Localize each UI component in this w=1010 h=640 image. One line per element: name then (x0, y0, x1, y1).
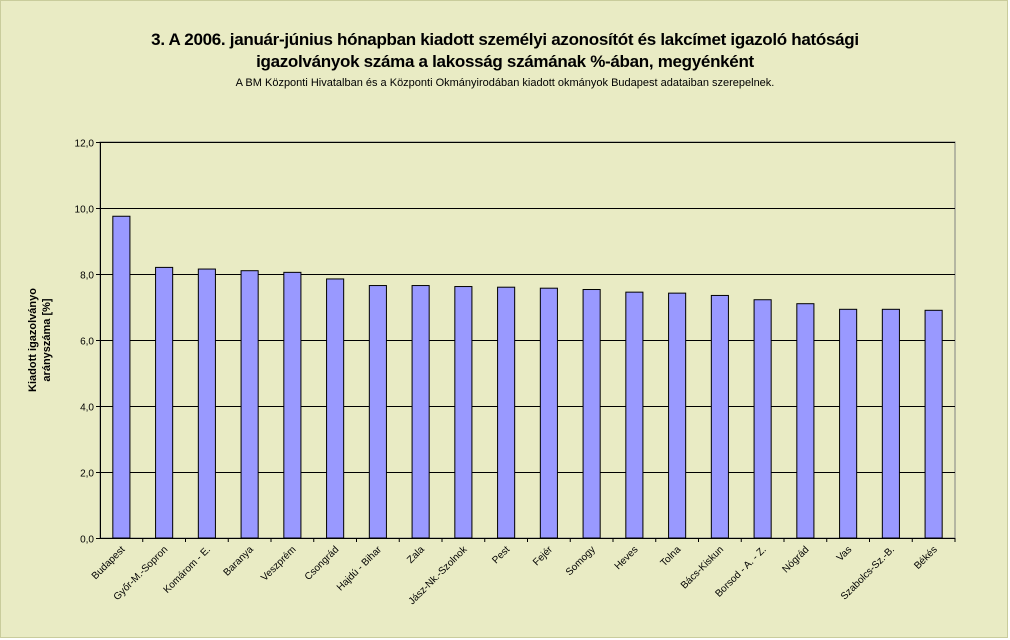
x-tick-label: Hajdú - Bihar (335, 544, 385, 594)
x-tick-label: Csongrád (303, 544, 341, 582)
x-tick-label: Heves (613, 544, 641, 572)
x-tick-label: Békés (912, 544, 939, 571)
x-tick-label: Nógrád (781, 544, 812, 575)
chart-subtitle: A BM Központi Hivatalban és a Központi O… (235, 77, 775, 89)
x-tick-label: Vas (835, 544, 854, 563)
bar (582, 289, 601, 539)
bar (454, 286, 473, 539)
bar (881, 308, 900, 539)
bar (796, 303, 815, 539)
y-tick-label: 10,0 (75, 205, 95, 216)
bar (668, 292, 687, 539)
y-tick-label: 0,0 (80, 535, 94, 546)
bar (155, 266, 174, 539)
bar (924, 309, 943, 539)
x-tick-label: Fejér (531, 544, 555, 568)
y-tick-label: 8,0 (80, 271, 94, 282)
bar (710, 294, 729, 539)
x-tick-label: Tolna (659, 544, 684, 569)
y-tick-label: 4,0 (80, 403, 94, 414)
y-tick-label: 2,0 (80, 469, 94, 480)
y-tick-label: 12,0 (75, 139, 95, 150)
bar (368, 285, 387, 539)
bar (753, 299, 772, 539)
x-tick-label: Budapest (90, 544, 128, 582)
y-tick-label: 6,0 (80, 337, 94, 348)
bar (411, 285, 430, 539)
y-axis-label-line2: arányszáma [%] (41, 298, 53, 381)
chart-title-line2: igazolványok száma a lakosság számának %… (256, 52, 754, 71)
y-axis-label: Kiadott igazolványo (27, 288, 39, 392)
bar (240, 270, 259, 539)
x-tick-label: Zala (405, 544, 427, 566)
chart-title: 3. A 2006. január-június hónapban kiadot… (151, 30, 859, 49)
bar (539, 287, 558, 539)
bar (197, 268, 216, 539)
x-tick-label: Baranya (222, 544, 256, 578)
x-tick-label: Bács-Kiskun (679, 544, 726, 591)
bar (283, 271, 302, 539)
bar (326, 278, 345, 539)
bar (112, 215, 131, 539)
x-tick-label: Somogy (564, 544, 598, 578)
bar (839, 308, 858, 539)
x-tick-label: Veszprém (259, 544, 298, 583)
bar (497, 286, 516, 539)
x-tick-label: Pest (490, 544, 512, 566)
bar (625, 291, 644, 539)
